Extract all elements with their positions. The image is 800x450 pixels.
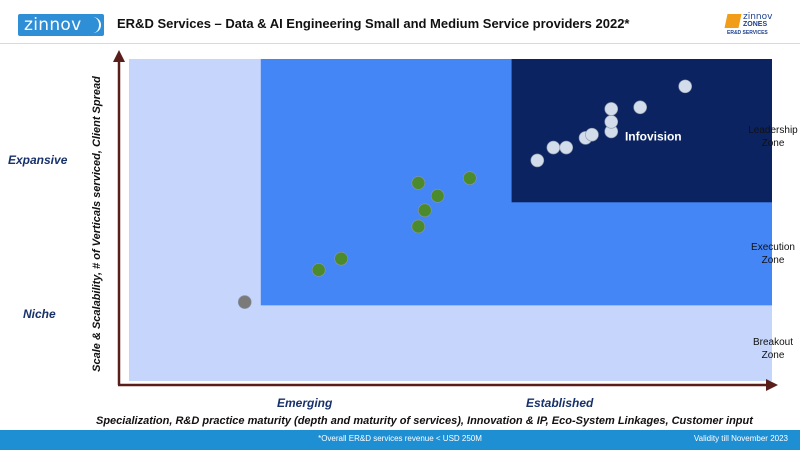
data-point-growing bbox=[411, 176, 426, 190]
data-point-established bbox=[546, 140, 561, 155]
y-label-niche: Niche bbox=[23, 307, 56, 321]
data-point-established bbox=[633, 100, 647, 115]
x-label-established: Established bbox=[526, 396, 594, 410]
y-axis-title: Scale & Scalability, # of Verticals serv… bbox=[91, 76, 103, 372]
data-point-established bbox=[604, 102, 619, 116]
data-point-growing bbox=[311, 263, 326, 277]
y-axis-arrow-icon bbox=[113, 50, 125, 62]
breakout-zone-label: Breakout Zone bbox=[740, 336, 800, 362]
logo-text: zinnov bbox=[24, 15, 82, 35]
leadership-zone-label: Leadership Zone bbox=[740, 124, 800, 150]
header-divider bbox=[0, 43, 800, 44]
zones-logo-line1: zinnov bbox=[743, 12, 773, 22]
points-layer bbox=[237, 79, 692, 309]
data-point-established bbox=[678, 79, 692, 94]
footer-note: *Overall ER&D services revenue < USD 250… bbox=[318, 434, 482, 443]
data-point-growing bbox=[430, 189, 445, 203]
data-point-growing bbox=[462, 171, 477, 185]
data-point-niche bbox=[237, 295, 252, 309]
leadership-zone-label-line1: Leadership bbox=[748, 125, 798, 136]
data-point-established bbox=[530, 153, 545, 168]
annotations-layer: Infovision bbox=[625, 130, 682, 144]
leadership-zone-label-line2: Zone bbox=[761, 138, 785, 149]
zinnov-zones-logo: zinnov ZONES ER&D SERVICES bbox=[724, 12, 782, 38]
data-point-established bbox=[585, 127, 599, 142]
zones-logo-line2: ZONES bbox=[743, 21, 768, 28]
axes-layer bbox=[113, 50, 778, 391]
logo-swoosh-icon bbox=[83, 17, 101, 33]
page-title: ER&D Services – Data & AI Engineering Sm… bbox=[117, 16, 630, 31]
execution-zone-label: Execution Zone bbox=[740, 241, 800, 267]
footer-validity: Validity till November 2023 bbox=[693, 434, 788, 443]
annotation-infovision: Infovision bbox=[625, 130, 682, 144]
data-point-growing bbox=[411, 219, 426, 234]
x-label-emerging: Emerging bbox=[277, 396, 333, 410]
data-point-established bbox=[604, 114, 619, 129]
execution-zone-label-line1: Execution bbox=[751, 242, 795, 253]
footer-bar: *Overall ER&D services revenue < USD 250… bbox=[0, 430, 800, 450]
data-point-established bbox=[559, 140, 574, 155]
leadership-zone-rect bbox=[511, 59, 772, 203]
y-label-expansive: Expansive bbox=[8, 153, 68, 167]
data-point-growing bbox=[417, 203, 432, 218]
zones-logo-line3: ER&D SERVICES bbox=[727, 30, 768, 36]
zones-layer bbox=[129, 59, 772, 381]
data-point-growing bbox=[334, 251, 348, 266]
breakout-zone-label-line1: Breakout bbox=[752, 337, 794, 348]
breakout-zone-label-line2: Zone bbox=[761, 350, 785, 361]
x-axis-arrow-icon bbox=[766, 379, 778, 391]
x-axis-title: Specialization, R&D practice maturity (d… bbox=[96, 415, 753, 427]
zinnov-logo: zinnov bbox=[18, 14, 104, 36]
execution-zone-label-line2: Zone bbox=[761, 255, 785, 266]
